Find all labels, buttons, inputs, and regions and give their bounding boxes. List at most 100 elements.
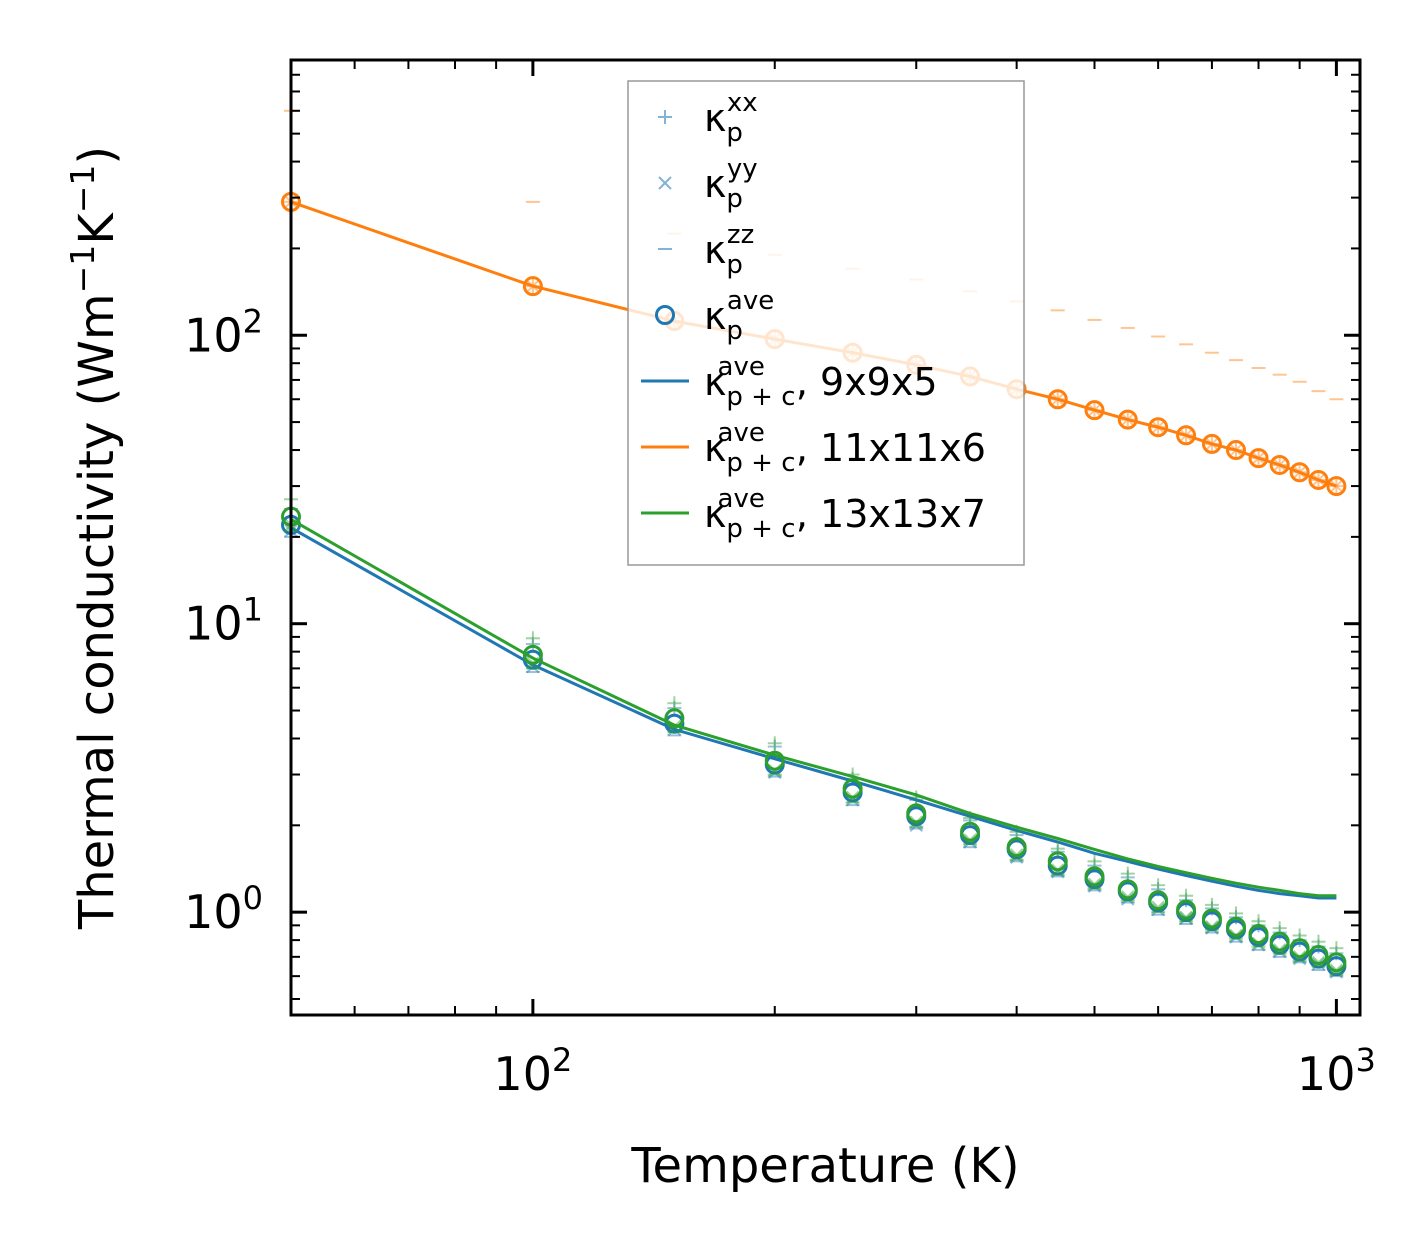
kp-ave-point [960, 821, 981, 842]
x-tick-label-base: 10 [493, 1047, 552, 1101]
legend-label-base: κ [704, 360, 726, 404]
y-tick-label-exp: 1 [243, 591, 263, 629]
kp-ave-point [522, 276, 543, 297]
kpc-ave-line [290, 518, 1337, 898]
y-axis-label: Thermal conductivity (Wm−1K−1) [63, 146, 126, 930]
x-tick-label: 102 [493, 1041, 572, 1101]
y-axis-label-prefix: Thermal conductivity (Wm [69, 293, 125, 930]
legend-label-base: κ [704, 96, 726, 140]
y-axis-label-sup2: −1 [63, 165, 102, 214]
legend-entry: κp + cave , 13x13x7 [641, 484, 986, 544]
legend-entry: κpyy [658, 154, 758, 214]
legend-label: κp + cave , 9x9x5 [704, 352, 938, 412]
kp-xx-point [525, 631, 540, 646]
legend-marker [658, 110, 672, 124]
legend-entry: κpzz [658, 220, 754, 280]
legend-marker [655, 305, 675, 325]
y-axis-label-sup1: −1 [63, 245, 102, 294]
kp-ave-point [1289, 938, 1310, 959]
legend-label-base: κ [704, 492, 726, 536]
legend-label: κpxx [704, 88, 758, 148]
y-tick-label-base: 10 [184, 597, 243, 651]
legend-label: κp + cave , 11x11x6 [704, 418, 986, 478]
y-tick-label: 102 [184, 302, 263, 362]
legend-label-sup: ave [718, 484, 765, 514]
kp-ave-point [764, 750, 785, 771]
legend-label: κpzz [704, 220, 754, 280]
kp-ave-point [1326, 476, 1347, 497]
legend-label-base: κ [704, 426, 726, 470]
x-tick-label-exp: 3 [1355, 1041, 1375, 1079]
y-axis-label-suffix: ) [69, 146, 125, 165]
kp-ave-point [1226, 916, 1247, 937]
kp-ave-point [664, 713, 685, 734]
legend-label-sub: p [726, 316, 743, 346]
legend-label-sub: p [726, 184, 743, 214]
legend-label-suffix: , 13x13x7 [796, 492, 986, 536]
legend-label-sub: p + c [726, 382, 795, 412]
kp-ave-point [1084, 866, 1105, 887]
legend-label-sup: yy [727, 154, 758, 184]
legend-entry: κp + cave , 11x11x6 [641, 418, 986, 478]
kp-xx-point [525, 637, 540, 652]
legend-label-sub: p + c [726, 448, 795, 478]
legend-label: κpyy [704, 154, 758, 214]
legend-label-base: κ [704, 162, 726, 206]
kp-ave-point [664, 708, 685, 729]
kp-ave-point [1148, 890, 1169, 911]
kp-ave-point [1176, 425, 1197, 446]
kp-ave-point [1326, 952, 1347, 973]
x-tick-label-base: 10 [1297, 1047, 1356, 1101]
legend-label-base: κ [704, 294, 726, 338]
kp-ave-point [1248, 448, 1269, 469]
kp-ave-point [1047, 851, 1068, 872]
kp-ave-point [1226, 440, 1247, 461]
kp-xx-point [1151, 878, 1166, 893]
legend-box [627, 80, 1025, 566]
legend-label-sup: ave [718, 418, 765, 448]
kp-xx-point [667, 696, 682, 711]
y-axis-label-mid: K [69, 212, 125, 245]
legend-marker [658, 176, 672, 190]
kp-ave-point [1176, 899, 1197, 920]
kp-ave-point [842, 778, 863, 799]
series-9x9x5 [281, 501, 1347, 979]
legend-entry: κp + cave , 9x9x5 [641, 352, 938, 412]
kp-xx-point [667, 701, 682, 716]
kp-ave-point [1248, 923, 1269, 944]
kp-xx-point [1120, 866, 1135, 881]
series-13x13x7 [281, 492, 1347, 977]
y-tick-label-base: 10 [184, 308, 243, 362]
legend-label: κpave [704, 286, 774, 346]
legend-label-sub: p [726, 118, 743, 148]
y-tick-label: 100 [184, 879, 263, 939]
legend-label: κp + cave , 13x13x7 [704, 484, 986, 544]
kp-ave-point [906, 803, 927, 824]
plot-frame [289, 58, 1362, 1017]
legend-entry: κpave [655, 286, 774, 346]
kp-ave-point [1269, 931, 1290, 952]
kp-xx-point [1087, 854, 1102, 869]
kp-ave-point [1269, 454, 1290, 475]
kp-ave-point [1201, 908, 1222, 929]
x-tick-label: 103 [1297, 1041, 1376, 1101]
legend-label-sub: p [726, 250, 743, 280]
legend-label-sup: ave [718, 352, 765, 382]
legend-label-sup: zz [727, 220, 754, 250]
kp-ave-point [1289, 462, 1310, 483]
x-axis-label: Temperature (K) [630, 1138, 1019, 1194]
legend-entry: κpxx [658, 88, 758, 148]
kp-xx-point [767, 736, 782, 751]
kp-ave-point [1201, 433, 1222, 454]
kp-ave-point [522, 644, 543, 665]
kp-ave-point [1084, 400, 1105, 421]
kp-ave-point [1047, 389, 1068, 410]
legend-label-suffix: , 11x11x6 [796, 426, 986, 470]
legend-label-sub: p + c [726, 514, 795, 544]
legend-label-sup: xx [727, 88, 758, 118]
x-tick-label-exp: 2 [552, 1041, 572, 1079]
legend-label-sup: ave [727, 286, 774, 316]
